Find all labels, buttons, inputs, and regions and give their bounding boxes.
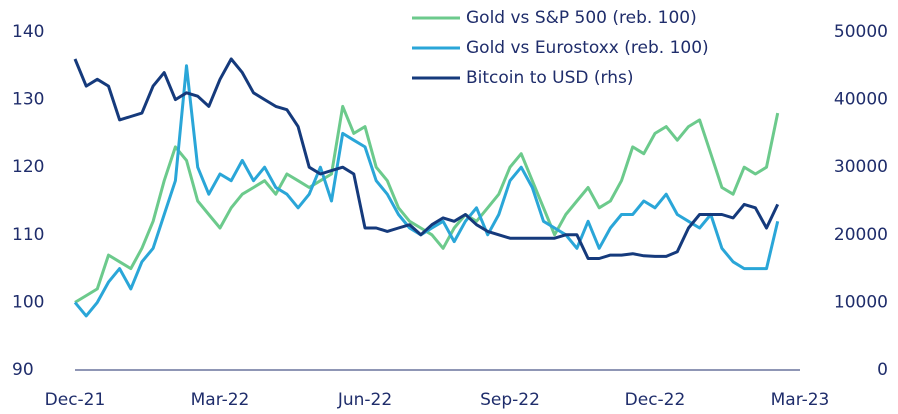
series-line <box>73 64 780 318</box>
y-tick-label: 110 <box>12 225 44 245</box>
x-tick-label: Mar-23 <box>771 390 830 410</box>
y2-tick-label: 30000 <box>834 157 888 177</box>
y-tick-label: 130 <box>12 90 44 110</box>
legend-label: Bitcoin to USD (rhs) <box>466 68 634 88</box>
series-line <box>73 57 780 260</box>
legend-label: Gold vs Eurostoxx (reb. 100) <box>466 38 709 58</box>
y2-tick-label: 50000 <box>834 22 888 42</box>
y2-tick-label: 0 <box>877 360 888 380</box>
x-tick-label: Mar-22 <box>191 390 250 410</box>
y2-tick-label: 20000 <box>834 225 888 245</box>
y2-tick-label: 10000 <box>834 292 888 312</box>
y-tick-label: 100 <box>12 292 44 312</box>
y-tick-label: 120 <box>12 157 44 177</box>
x-tick-label: Sep-22 <box>480 390 540 410</box>
legend-label: Gold vs S&P 500 (reb. 100) <box>466 8 697 28</box>
y2-tick-label: 40000 <box>834 90 888 110</box>
y-tick-label: 140 <box>12 22 44 42</box>
x-tick-label: Dec-22 <box>625 390 686 410</box>
x-tick-label: Jun-22 <box>337 390 392 410</box>
x-tick-label: Dec-21 <box>45 390 106 410</box>
y-tick-label: 90 <box>12 360 34 380</box>
